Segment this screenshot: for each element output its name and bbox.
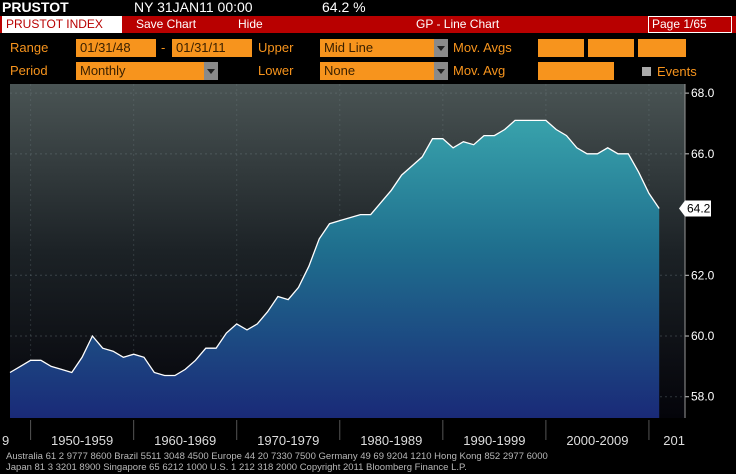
- last-value: 64.2 %: [322, 0, 366, 15]
- mov-avg-input[interactable]: [538, 62, 614, 80]
- period-select[interactable]: Monthly: [76, 62, 218, 80]
- x-tick-label: 9: [2, 433, 9, 448]
- line: [9, 119, 660, 377]
- lower-label: Lower: [258, 63, 294, 78]
- x-tick-label: 201: [663, 433, 685, 448]
- dropdown-arrow[interactable]: [434, 39, 448, 57]
- y-tick-label: 58.0: [691, 390, 715, 404]
- x-tick-label: 1970-1979: [257, 433, 319, 448]
- start-date[interactable]: 01/31/48: [76, 39, 156, 57]
- lower-select[interactable]: None: [320, 62, 448, 80]
- last-value-box: [679, 200, 711, 217]
- end-date[interactable]: 01/31/11: [172, 39, 252, 57]
- range-label: Range: [10, 40, 49, 55]
- x-tick-label: 1990-1999: [463, 433, 525, 448]
- mov-avg-input[interactable]: [638, 39, 686, 57]
- last-value-label: 64.2: [687, 201, 711, 215]
- security-box[interactable]: PRUSTOT INDEX: [2, 16, 122, 33]
- footer-line: Australia 61 2 9777 8600 Brazil 5511 304…: [6, 451, 548, 462]
- ticker: PRUSTOT: [2, 0, 69, 15]
- area-fill: [10, 120, 660, 419]
- footer-line: Japan 81 3 3201 8900 Singapore 65 6212 1…: [6, 462, 467, 473]
- mov-avg-input[interactable]: [538, 39, 584, 57]
- dropdown-arrow[interactable]: [434, 62, 448, 80]
- hide-button[interactable]: Hide: [238, 17, 263, 31]
- toolbar: [0, 16, 736, 33]
- period-label: Period: [10, 63, 48, 78]
- range-dash: -: [161, 40, 166, 55]
- function-name: GP - Line Chart: [416, 17, 500, 31]
- datetime: NY 31JAN11 00:00: [134, 0, 253, 15]
- mov-avg-label: Mov. Avg: [453, 63, 506, 78]
- x-tick-label: 2000-2009: [566, 433, 628, 448]
- upper-select[interactable]: Mid Line: [320, 39, 448, 57]
- dropdown-arrow[interactable]: [204, 62, 218, 80]
- x-tick-label: 1950-1959: [51, 433, 113, 448]
- y-tick-label: 62.0: [691, 268, 715, 282]
- x-tick-label: 1980-1989: [360, 433, 422, 448]
- y-tick-label: 66.0: [691, 147, 715, 161]
- mov-avg-input[interactable]: [588, 39, 634, 57]
- y-tick-label: 60.0: [691, 329, 715, 343]
- upper-label: Upper: [258, 40, 294, 55]
- x-tick-label: 1960-1969: [154, 433, 216, 448]
- page-indicator[interactable]: Page 1/65: [648, 16, 732, 33]
- save-button[interactable]: Save Chart: [136, 17, 197, 31]
- mov-avgs-label: Mov. Avgs: [453, 40, 512, 55]
- events-checkbox[interactable]: [642, 67, 651, 76]
- y-tick-label: 68.0: [691, 86, 715, 100]
- events-label: Events: [657, 64, 697, 79]
